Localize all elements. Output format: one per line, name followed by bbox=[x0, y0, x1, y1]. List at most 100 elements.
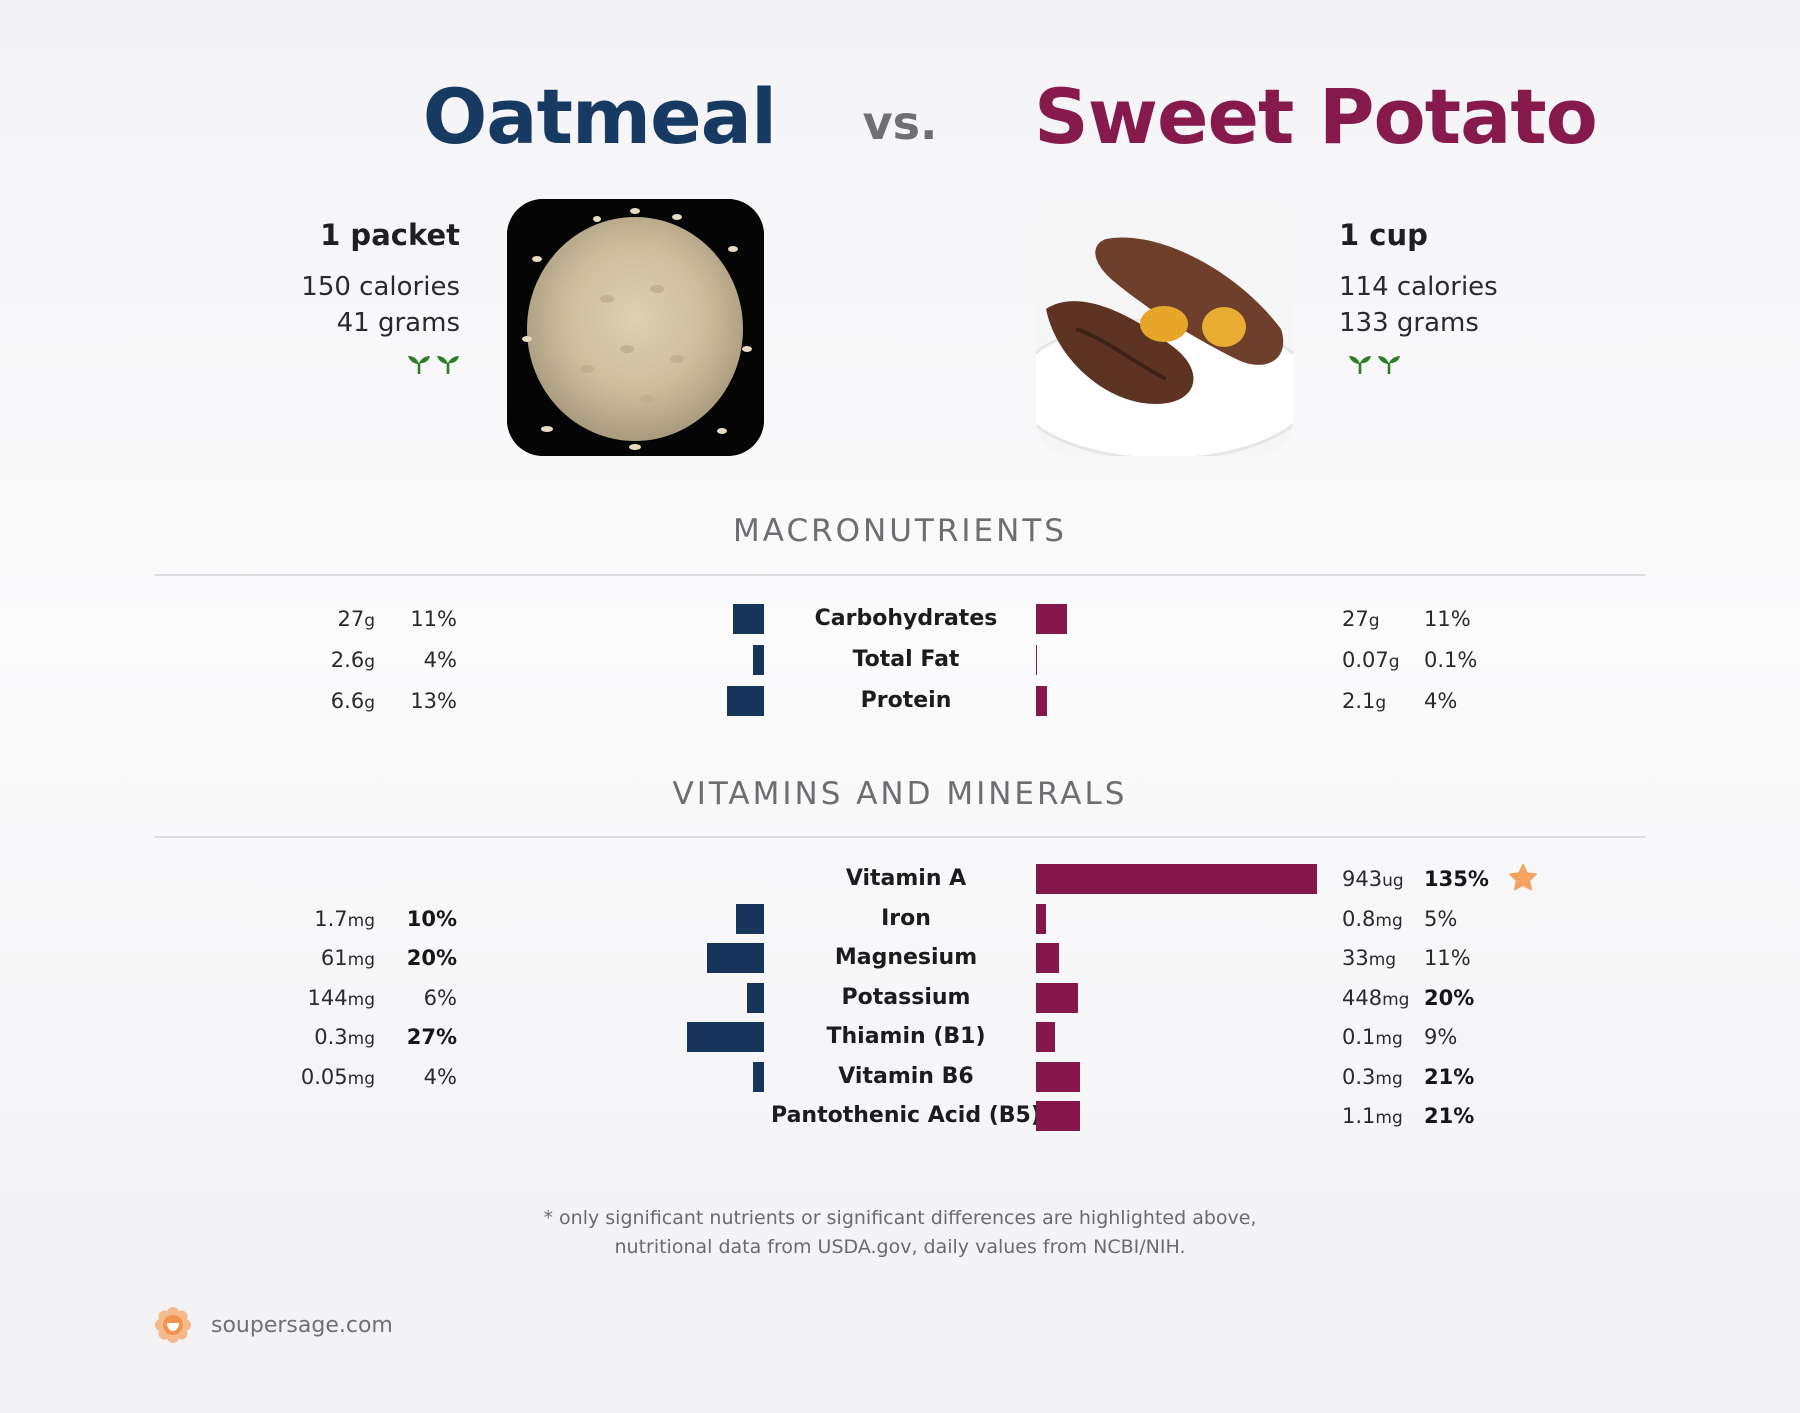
oatmeal-percent: 4% bbox=[423, 648, 457, 672]
sweet-potato-amount: 0.3mg bbox=[1342, 1059, 1422, 1095]
footnote-line-2: nutritional data from USDA.gov, daily va… bbox=[614, 1236, 1186, 1258]
oatmeal-percent: 4% bbox=[423, 1064, 457, 1089]
sweet-potato-amount: 943ug bbox=[1342, 861, 1422, 897]
oatmeal-bar bbox=[732, 604, 764, 634]
nutrient-row: 1.7mg 10% Iron 0.8mg 5% bbox=[0, 901, 1800, 937]
footnote: * only significant nutrients or signific… bbox=[0, 1204, 1800, 1262]
amount-unit: g bbox=[1368, 611, 1380, 631]
sprout-icon bbox=[1348, 351, 1372, 375]
vs-label: vs. bbox=[862, 96, 938, 150]
amount-value: 943 bbox=[1342, 867, 1383, 891]
amount-unit: g bbox=[364, 652, 375, 672]
nutrient-row: 61mg 20% Magnesium 33mg 11% bbox=[0, 940, 1800, 976]
amount-value: 33 bbox=[1342, 946, 1369, 970]
oatmeal-bar bbox=[726, 686, 764, 716]
oatmeal-bar bbox=[746, 982, 764, 1013]
sweet-potato-bar bbox=[1036, 1101, 1080, 1131]
nutrient-label: Magnesium bbox=[834, 945, 978, 970]
oatmeal-bar bbox=[735, 903, 764, 934]
oatmeal-bar bbox=[752, 1061, 764, 1092]
amount-value: 6.6 bbox=[330, 689, 365, 713]
sweet-potato-percent: 11% bbox=[1424, 607, 1471, 631]
nutrient-label: Potassium bbox=[841, 984, 971, 1010]
sweet-potato-percent: 20% bbox=[1424, 985, 1475, 1010]
sprout-icon bbox=[1377, 351, 1401, 375]
sweet-potato-percent: 11% bbox=[1424, 946, 1471, 970]
amount-value: 144 bbox=[307, 985, 348, 1010]
oatmeal-amount: 0.3mg bbox=[270, 1019, 375, 1055]
sweet-potato-bar bbox=[1036, 645, 1037, 675]
amount-unit: g bbox=[364, 693, 375, 713]
nutrient-row: 144mg 6% Potassium 448mg 20% bbox=[0, 980, 1800, 1016]
nutrient-label: Vitamin A bbox=[845, 866, 967, 891]
amount-unit: mg bbox=[1382, 989, 1410, 1010]
right-food-title: Sweet Potato bbox=[1034, 72, 1598, 161]
nutrient-row: Vitamin A 943ug 135% bbox=[0, 861, 1800, 897]
right-serving: 1 cup bbox=[1339, 218, 1428, 252]
amount-unit: mg bbox=[1368, 950, 1397, 970]
sweet-potato-bar bbox=[1036, 943, 1059, 973]
amount-value: 2.1 bbox=[1342, 689, 1376, 713]
sweet-potato-percent: 21% bbox=[1424, 1064, 1475, 1089]
sweet-potato-percent: 4% bbox=[1424, 689, 1458, 713]
left-serving: 1 packet bbox=[320, 218, 460, 252]
amount-unit: g bbox=[1375, 693, 1387, 713]
amount-unit: mg bbox=[1375, 910, 1403, 931]
amount-value: 27 bbox=[1342, 607, 1369, 631]
brand-site-link[interactable]: soupersage.com bbox=[211, 1312, 393, 1338]
amount-unit: mg bbox=[347, 1029, 375, 1049]
sweet-potato-bar bbox=[1036, 1061, 1080, 1092]
left-food-title: Oatmeal bbox=[422, 72, 777, 161]
amount-value: 61 bbox=[320, 946, 348, 970]
amount-unit: mg bbox=[347, 1068, 375, 1089]
nutrient-row: 2.6g 4% Total Fat 0.07g 0.1% bbox=[0, 642, 1800, 678]
oatmeal-percent: 27% bbox=[406, 1025, 457, 1049]
amount-unit: g bbox=[1388, 652, 1400, 672]
nutrient-row: 0.3mg 27% Thiamin (B1) 0.1mg 9% bbox=[0, 1019, 1800, 1055]
oatmeal-bar bbox=[752, 645, 764, 675]
sweet-potato-bar bbox=[1036, 1022, 1055, 1052]
nutrient-label: Iron bbox=[881, 905, 931, 931]
oatmeal-bar bbox=[707, 943, 764, 973]
amount-unit: mg bbox=[1375, 1029, 1403, 1049]
right-plant-icons bbox=[1339, 351, 1559, 375]
left-calories: 150 calories bbox=[301, 272, 460, 302]
footnote-line-1: * only significant nutrients or signific… bbox=[543, 1207, 1257, 1229]
oatmeal-amount: 61mg bbox=[270, 940, 375, 976]
oatmeal-amount: 2.6g bbox=[270, 642, 375, 678]
amount-value: 1.1 bbox=[1342, 1104, 1376, 1128]
sweet-potato-bar bbox=[1036, 982, 1078, 1013]
amount-value: 2.6 bbox=[330, 648, 365, 672]
nutrient-label: Protein bbox=[860, 688, 952, 713]
sweet-potato-bar bbox=[1036, 903, 1047, 934]
amount-value: 0.07 bbox=[1342, 648, 1389, 672]
right-calories: 114 calories bbox=[1339, 272, 1498, 302]
amount-unit: mg bbox=[347, 989, 375, 1010]
amount-value: 448 bbox=[1342, 985, 1383, 1010]
vitamins-chart: Vitamin A 943ug 135% 1.7mg 10% Iron 0.8mg 5% 61m… bbox=[0, 861, 1800, 1141]
oatmeal-amount: 6.6g bbox=[270, 683, 375, 719]
sweet-potato-amount: 1.1mg bbox=[1342, 1098, 1422, 1134]
macronutrients-divider bbox=[155, 574, 1645, 576]
nutrient-row: Pantothenic Acid (B5) 1.1mg 21% bbox=[0, 1098, 1800, 1134]
sprout-icon bbox=[407, 351, 431, 375]
sweet-potato-percent: 135% bbox=[1424, 867, 1489, 891]
sweet-potato-percent: 21% bbox=[1424, 1104, 1475, 1128]
star-icon bbox=[1508, 863, 1538, 893]
oatmeal-percent: 10% bbox=[406, 906, 457, 931]
macronutrients-chart: 27g 11% Carbohydrates 27g 11% 2.6g 4% Total Fat… bbox=[0, 601, 1800, 731]
nutrient-label: Vitamin B6 bbox=[838, 1063, 974, 1089]
amount-unit: mg bbox=[1375, 1108, 1403, 1128]
amount-value: 1.7 bbox=[314, 906, 348, 931]
nutrient-row: 6.6g 13% Protein 2.1g 4% bbox=[0, 683, 1800, 719]
amount-unit: ug bbox=[1382, 871, 1404, 891]
soupersage-logo-icon bbox=[155, 1307, 191, 1343]
oatmeal-percent: 6% bbox=[423, 985, 457, 1010]
nutrient-row: 27g 11% Carbohydrates 27g 11% bbox=[0, 601, 1800, 637]
sweet-potato-amount: 2.1g bbox=[1342, 683, 1422, 719]
brand[interactable]: soupersage.com bbox=[155, 1305, 393, 1345]
sweet-potato-percent: 0.1% bbox=[1424, 648, 1478, 672]
sweet-potato-bar bbox=[1036, 604, 1068, 634]
sweet-potato-amount: 0.07g bbox=[1342, 642, 1422, 678]
left-plant-icons bbox=[240, 351, 460, 375]
